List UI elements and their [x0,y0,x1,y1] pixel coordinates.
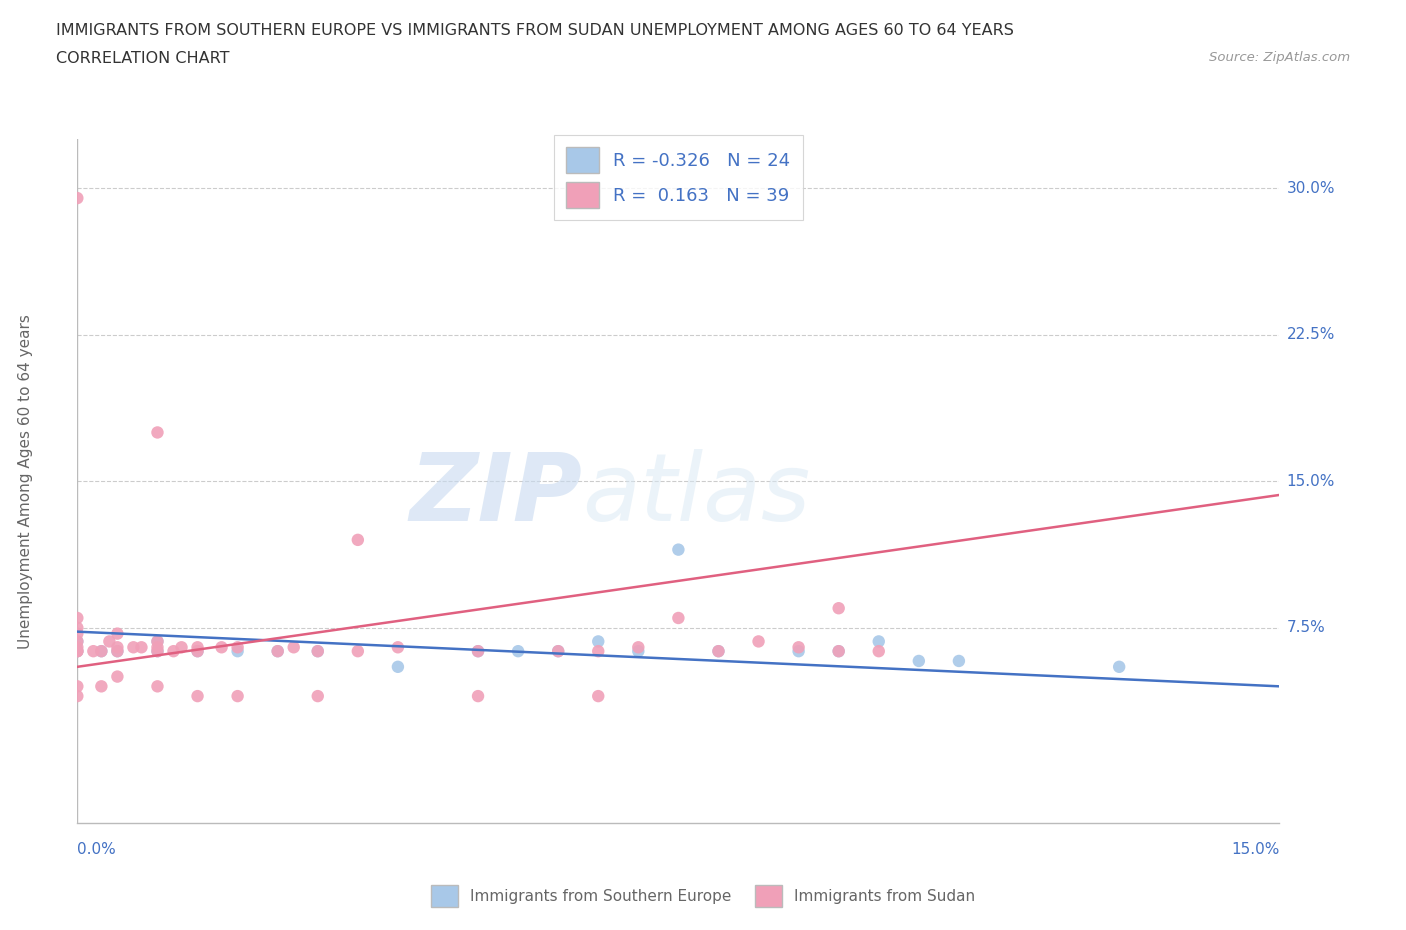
Text: atlas: atlas [582,449,810,540]
Point [186,644,209,658]
Point [267,644,290,658]
Point [387,659,409,674]
Text: 0.0%: 0.0% [77,842,117,857]
Point [226,688,249,703]
Point [131,640,153,655]
Legend: Immigrants from Southern Europe, Immigrants from Sudan: Immigrants from Southern Europe, Immigra… [425,879,981,913]
Text: 7.5%: 7.5% [1286,620,1326,635]
Point [226,644,249,658]
Point [66,644,89,658]
Point [66,620,89,635]
Text: 30.0%: 30.0% [1286,180,1334,196]
Point [467,644,489,658]
Point [226,640,249,655]
Point [146,679,169,694]
Point [283,640,305,655]
Point [146,634,169,649]
Point [146,425,169,440]
Point [307,644,329,658]
Point [107,670,129,684]
Point [908,654,931,669]
Point [146,634,169,649]
Point [122,640,145,655]
Legend: R = -0.326   N = 24, R =  0.163   N = 39: R = -0.326 N = 24, R = 0.163 N = 39 [554,135,803,220]
Point [828,644,851,658]
Point [66,626,89,641]
Text: CORRELATION CHART: CORRELATION CHART [56,51,229,66]
Point [82,644,104,658]
Point [66,611,89,626]
Point [170,640,193,655]
Point [66,634,89,649]
Point [467,688,489,703]
Text: Unemployment Among Ages 60 to 64 years: Unemployment Among Ages 60 to 64 years [18,313,32,649]
Point [707,644,730,658]
Point [787,644,810,658]
Point [66,191,89,206]
Point [66,634,89,649]
Point [387,640,409,655]
Point [98,634,121,649]
Point [146,644,169,658]
Point [66,679,89,694]
Point [627,644,650,658]
Point [66,644,89,658]
Point [668,542,690,557]
Point [186,688,209,703]
Point [186,644,209,658]
Text: ZIP: ZIP [409,449,582,541]
Point [508,644,530,658]
Point [828,601,851,616]
Point [107,644,129,658]
Point [828,644,851,658]
Point [347,532,370,547]
Point [107,640,129,655]
Point [547,644,569,658]
Point [146,640,169,655]
Point [66,644,89,658]
Point [868,644,890,658]
Point [1108,659,1130,674]
Point [90,644,112,658]
Point [307,688,329,703]
Point [267,644,290,658]
Point [748,634,770,649]
Point [186,640,209,655]
Point [90,679,112,694]
Point [66,640,89,655]
Text: 15.0%: 15.0% [1232,842,1279,857]
Point [787,640,810,655]
Point [307,644,329,658]
Point [588,634,610,649]
Point [547,644,569,658]
Point [588,644,610,658]
Point [107,644,129,658]
Point [668,611,690,626]
Point [107,626,129,641]
Point [868,634,890,649]
Point [627,640,650,655]
Point [467,644,489,658]
Point [707,644,730,658]
Point [588,688,610,703]
Point [90,644,112,658]
Point [347,644,370,658]
Point [211,640,233,655]
Point [162,644,184,658]
Text: 22.5%: 22.5% [1286,327,1334,342]
Text: Source: ZipAtlas.com: Source: ZipAtlas.com [1209,51,1350,64]
Text: IMMIGRANTS FROM SOUTHERN EUROPE VS IMMIGRANTS FROM SUDAN UNEMPLOYMENT AMONG AGES: IMMIGRANTS FROM SOUTHERN EUROPE VS IMMIG… [56,23,1014,38]
Point [146,644,169,658]
Text: 15.0%: 15.0% [1286,473,1334,489]
Point [66,688,89,703]
Point [948,654,970,669]
